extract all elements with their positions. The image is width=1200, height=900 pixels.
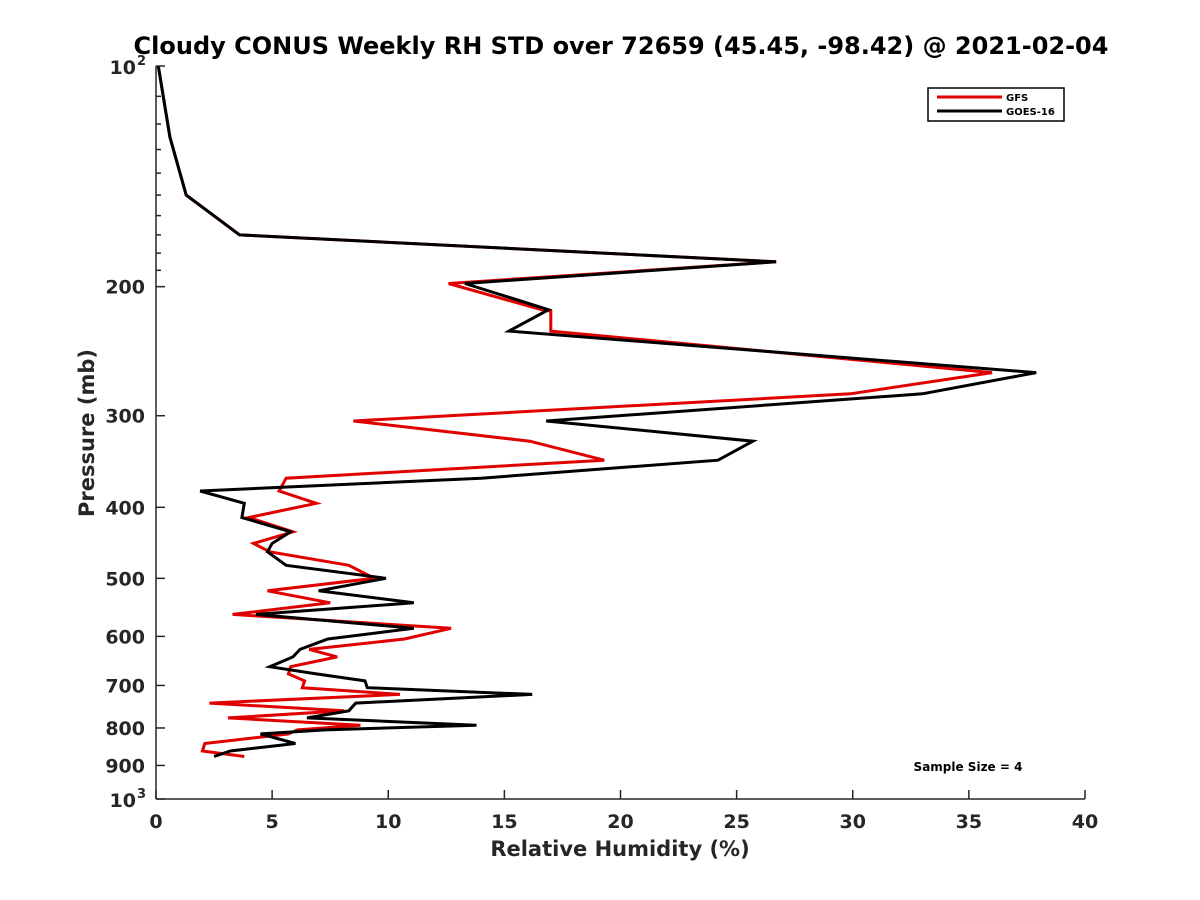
y-tick-label: 700 [105,675,145,697]
x-axis-label: Relative Humidity (%) [490,837,749,861]
chart-title: Cloudy CONUS Weekly RH STD over 72659 (4… [134,32,1109,60]
x-tick-label: 35 [956,811,982,833]
y-tick-label: 900 [105,755,145,777]
legend-box [927,87,1065,122]
series-layer [156,65,1037,758]
x-tick-label: 10 [375,811,401,833]
y-tick-label: 10 [110,57,136,79]
x-tick-label: 15 [491,811,517,833]
y-tick-label: 200 [105,277,145,299]
y-tick-label: 300 [105,406,145,428]
x-tick-label: 40 [1072,811,1098,833]
y-tick-label: 800 [105,718,145,740]
y-tick-label: 400 [105,497,145,519]
legend-label-gfs: GFS [1006,93,1028,104]
x-tick-label: 20 [607,811,633,833]
y-tick-label-exponent: 2 [137,54,146,69]
y-tick-label-exponent: 3 [137,787,146,802]
series-line-goes16 [156,65,1037,758]
sample-size-annotation: Sample Size = 4 [914,760,1023,774]
x-tick-label: 30 [840,811,866,833]
plot-area [156,66,1085,799]
x-tick-label: 0 [149,811,162,833]
legend-label-goes16: GOES-16 [1006,107,1055,118]
x-tick-label: 5 [266,811,279,833]
series-line-gfs [156,65,993,758]
plot-background [156,66,1085,799]
axes [155,65,1086,800]
x-tick-label: 25 [723,811,749,833]
y-axis-label: Pressure (mb) [75,349,99,517]
legend: GFS GOES-16 [927,87,1065,122]
y-tick-label: 10 [110,790,136,812]
y-tick-label: 500 [105,568,145,590]
y-tick-label: 600 [105,626,145,648]
